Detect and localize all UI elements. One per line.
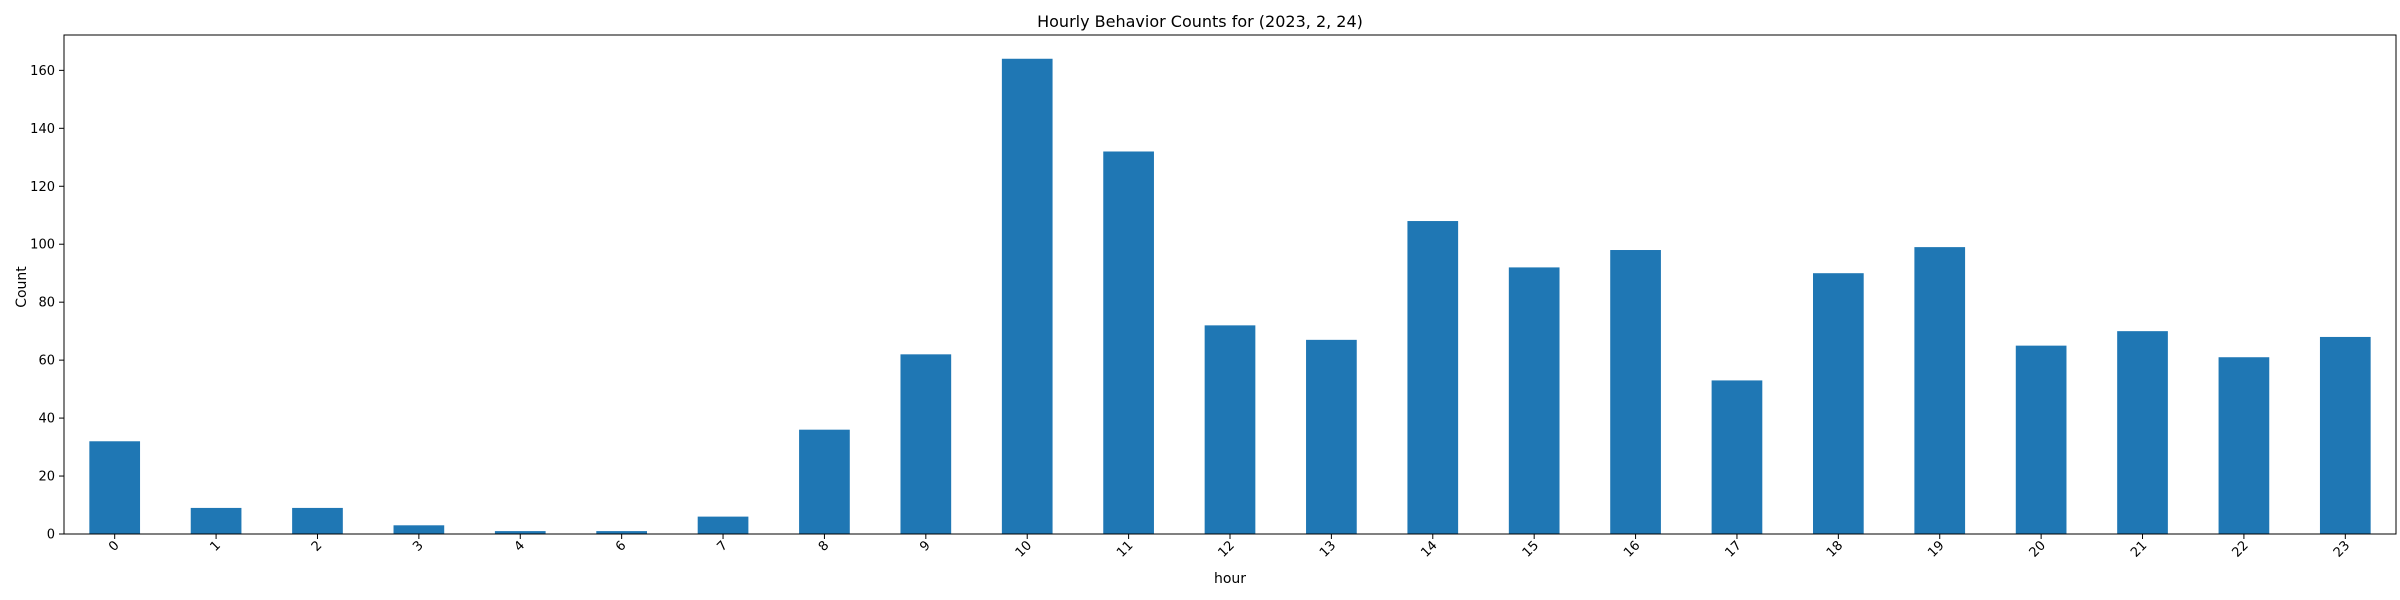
bar-hour-3 — [393, 525, 445, 534]
y-tick-label: 20 — [38, 470, 55, 485]
x-tick-label: 6 — [613, 538, 629, 554]
bar-hour-0 — [89, 441, 141, 534]
x-tick-label: 15 — [1520, 538, 1542, 560]
bar-hour-15 — [1508, 267, 1560, 534]
bar-hour-18 — [1813, 273, 1864, 534]
bar-hour-16 — [1610, 250, 1661, 534]
y-tick-label: 100 — [30, 238, 55, 253]
x-tick-label: 10 — [1013, 538, 1035, 560]
x-tick-label: 18 — [1824, 538, 1846, 560]
x-tick-label: 21 — [2128, 538, 2150, 560]
plot-frame — [63, 34, 2397, 535]
x-tick-label: 9 — [917, 538, 933, 554]
x-axis-label: hour — [1214, 571, 1246, 587]
x-tick-label: 0 — [106, 538, 122, 554]
bar-hour-12 — [1204, 325, 1256, 534]
y-tick-label: 60 — [38, 354, 55, 369]
y-tick-label: 0 — [47, 528, 55, 543]
x-tick-label: 13 — [1317, 538, 1339, 560]
bar-hour-13 — [1306, 339, 1357, 534]
bar-hour-14 — [1407, 221, 1459, 534]
bar-hour-19 — [1914, 247, 1966, 534]
bar-hour-22 — [2218, 357, 2270, 534]
x-tick-label: 19 — [1925, 538, 1947, 560]
x-tick-label: 2 — [309, 538, 325, 554]
bar-hour-6 — [596, 531, 647, 534]
y-tick-label: 80 — [38, 296, 55, 311]
bar-hour-10 — [1001, 58, 1053, 535]
bar-hour-20 — [2015, 345, 2067, 534]
x-tick-label: 12 — [1216, 538, 1238, 560]
x-tick-label: 11 — [1114, 538, 1136, 560]
bar-hour-1 — [190, 507, 242, 534]
x-tick-label: 7 — [714, 538, 730, 554]
bar-hour-23 — [2319, 336, 2371, 534]
y-tick-label: 40 — [38, 412, 55, 427]
x-tick-label: 17 — [1722, 538, 1744, 560]
x-tick-label: 23 — [2331, 538, 2353, 560]
x-tick-label: 22 — [2229, 538, 2251, 560]
bar-hour-2 — [292, 507, 343, 534]
x-tick-label: 8 — [816, 538, 832, 554]
bar-hour-9 — [900, 354, 952, 534]
x-tick-label: 1 — [207, 538, 223, 554]
y-tick-label: 120 — [30, 180, 55, 195]
bar-hour-11 — [1103, 151, 1154, 535]
x-tick-label: 3 — [410, 538, 426, 554]
bar-hour-4 — [494, 531, 546, 534]
y-tick-label: 140 — [30, 122, 55, 137]
x-tick-label: 14 — [1418, 538, 1440, 560]
x-tick-label: 4 — [512, 538, 528, 554]
x-axis: 0 1 2 3 4 6 7 8 9 10 11 12 13 14 15 16 17 18 19 20 21 22 23 — [106, 534, 2353, 561]
bar-hour-17 — [1711, 380, 1763, 534]
y-axis-label: Count — [14, 266, 30, 308]
y-axis: 0 20 40 60 80 100 120 140 160 — [30, 64, 64, 543]
bars-group — [89, 58, 2371, 535]
bar-hour-7 — [697, 516, 749, 534]
x-tick-label: 16 — [1621, 538, 1643, 560]
x-tick-label: 20 — [2027, 538, 2049, 560]
bar-hour-8 — [799, 429, 850, 534]
chart-title: Hourly Behavior Counts for (2023, 2, 24) — [1037, 12, 1363, 31]
y-tick-label: 160 — [30, 64, 55, 79]
bar-hour-21 — [2117, 331, 2168, 534]
